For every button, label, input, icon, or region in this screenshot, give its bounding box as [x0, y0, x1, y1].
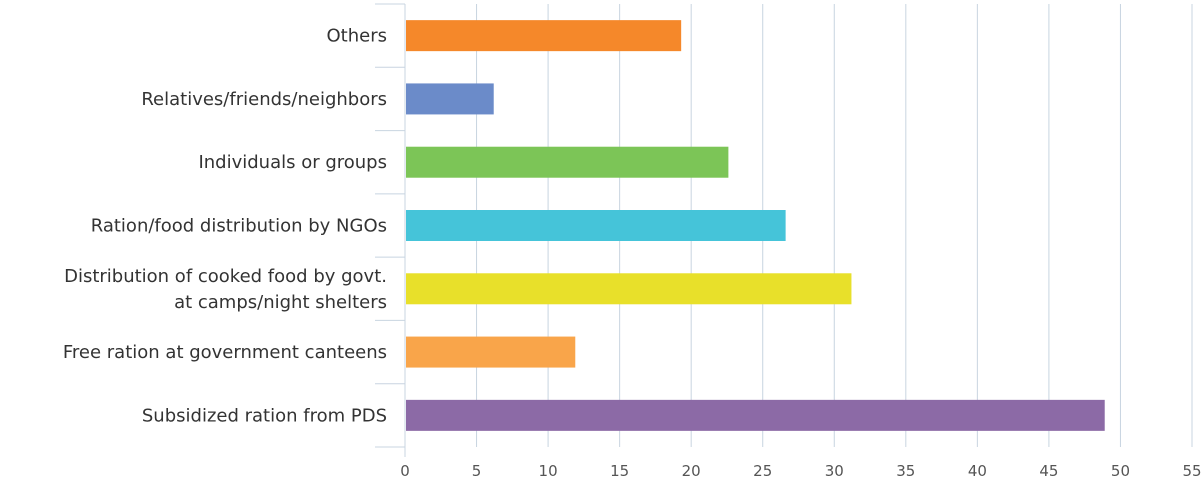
x-tick-label-0: 0 [400, 462, 410, 480]
x-tick-label-35: 35 [896, 462, 915, 480]
category-label-3: Ration/food distribution by NGOs [91, 216, 387, 237]
bar-1 [406, 83, 494, 115]
bar-5 [406, 336, 576, 368]
x-tick-label-55: 55 [1182, 462, 1201, 480]
x-tick-label-30: 30 [825, 462, 844, 480]
category-label-6: Subsidized ration from PDS [142, 405, 387, 426]
category-label-0: Others [327, 26, 388, 47]
category-label-4-line-0: Distribution of cooked food by govt. [64, 266, 387, 287]
bar-2 [406, 146, 729, 178]
bar-3 [406, 210, 786, 241]
bar-6 [406, 399, 1105, 431]
x-tick-label-5: 5 [472, 462, 482, 480]
category-label-5: Free ration at government canteens [63, 342, 387, 363]
x-tick-label-20: 20 [682, 462, 701, 480]
category-label-4-line-1: at camps/night shelters [174, 292, 387, 313]
x-tick-label-10: 10 [539, 462, 558, 480]
x-tick-label-40: 40 [968, 462, 987, 480]
x-tick-label-45: 45 [1039, 462, 1058, 480]
category-label-2: Individuals or groups [198, 152, 387, 173]
x-tick-label-25: 25 [753, 462, 772, 480]
bar-4 [406, 273, 852, 305]
category-labels: Others Relatives/friends/neighbors Individ… [63, 26, 387, 427]
x-tick-label-50: 50 [1111, 462, 1130, 480]
category-separators [375, 3, 406, 457]
bar-0 [406, 20, 682, 52]
x-tick-label-15: 15 [610, 462, 629, 480]
category-label-1: Relatives/friends/neighbors [141, 89, 387, 110]
bars [406, 20, 1105, 431]
x-tick-labels: 0 5 10 15 20 25 30 35 40 45 50 55 [400, 462, 1201, 480]
